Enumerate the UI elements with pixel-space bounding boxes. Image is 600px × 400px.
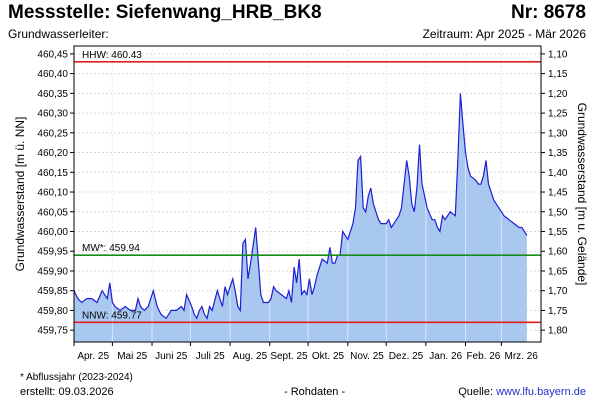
aquifer-label: Grundwasserleiter: xyxy=(8,27,109,41)
y-tick-label-left: 460,05 xyxy=(37,207,68,218)
y-tick-label-right: 1,65 xyxy=(548,266,568,277)
raw-data-note: - Rohdaten - xyxy=(284,386,346,398)
footnote: * Abflussjahr (2023-2024) xyxy=(20,372,133,383)
series-line xyxy=(73,93,528,320)
x-tick-label: Sept. 25 xyxy=(270,351,308,362)
y-tick-label-right: 1,50 xyxy=(548,207,568,218)
y-tick-label-left: 460,30 xyxy=(37,109,68,120)
y-tick-label-right: 1,35 xyxy=(548,148,568,159)
source-link[interactable]: www.lfu.bayern.de xyxy=(496,386,586,398)
source-prefix: Quelle: xyxy=(458,386,497,398)
y-tick-label-right: 1,75 xyxy=(548,306,568,317)
x-tick-label: Okt. 25 xyxy=(312,351,345,362)
y-tick-label-right: 1,55 xyxy=(548,227,568,238)
created-date: erstellt: 09.03.2026 xyxy=(20,386,114,398)
source-note: Quelle: www.lfu.bayern.de xyxy=(458,386,586,398)
y-tick-label-left: 459,95 xyxy=(37,247,68,258)
y-axis-title-left: Grundwasserstand [m ü. NN] xyxy=(13,117,27,272)
x-tick-label: Juni 25 xyxy=(155,351,188,362)
x-tick-label: Jan. 26 xyxy=(429,351,462,362)
y-tick-label-right: 1,30 xyxy=(548,128,568,139)
y-tick-label-right: 1,60 xyxy=(548,247,568,258)
x-tick-label: Aug. 25 xyxy=(233,351,268,362)
y-tick-label-left: 460,25 xyxy=(37,128,68,139)
y-tick-label-right: 1,10 xyxy=(548,49,568,60)
y-tick-label-left: 460,15 xyxy=(37,168,68,179)
x-tick-label: Mai 25 xyxy=(117,351,147,362)
y-tick-label-right: 1,20 xyxy=(548,89,568,100)
x-tick-label: Feb. 26 xyxy=(466,351,500,362)
series-area xyxy=(74,93,527,343)
y-tick-label-left: 460,35 xyxy=(37,89,68,100)
y-tick-label-right: 1,15 xyxy=(548,69,568,80)
x-tick-label: Mrz. 26 xyxy=(504,351,538,362)
station-title: Messstelle: Siefenwang_HRB_BK8 xyxy=(8,2,322,23)
x-tick-label: Dez. 25 xyxy=(389,351,424,362)
y-axis-title-right: Grundwasserstand [m u. Gelände] xyxy=(575,103,589,286)
y-tick-label-left: 460,45 xyxy=(37,49,68,60)
reference-label-hhw: HHW: 460.43 xyxy=(82,50,142,61)
y-tick-label-right: 1,70 xyxy=(548,286,568,297)
station-number: Nr: 8678 xyxy=(511,2,586,23)
y-tick-label-left: 459,80 xyxy=(37,306,68,317)
y-tick-label-right: 1,80 xyxy=(548,326,568,337)
plot-frame xyxy=(73,45,542,343)
x-tick-label: Nov. 25 xyxy=(350,351,384,362)
x-tick-label: Apr. 25 xyxy=(77,351,109,362)
x-tick-label: Juli 25 xyxy=(196,351,225,362)
y-tick-label-right: 1,40 xyxy=(548,168,568,179)
period-label: Zeitraum: Apr 2025 - Mär 2026 xyxy=(422,27,586,41)
y-tick-label-left: 459,90 xyxy=(37,266,68,277)
y-tick-label-left: 460,40 xyxy=(37,69,68,80)
y-tick-label-right: 1,45 xyxy=(548,188,568,199)
y-tick-label-left: 460,20 xyxy=(37,148,68,159)
y-tick-label-left: 460,10 xyxy=(37,188,68,199)
y-tick-label-right: 1,25 xyxy=(548,109,568,120)
y-tick-label-left: 460,00 xyxy=(37,227,68,238)
reference-label-mw: MW*: 459.94 xyxy=(82,243,140,254)
y-tick-label-left: 459,85 xyxy=(37,286,68,297)
reference-label-nnw: NNW: 459.77 xyxy=(82,310,142,321)
y-tick-label-left: 459,75 xyxy=(37,326,68,337)
